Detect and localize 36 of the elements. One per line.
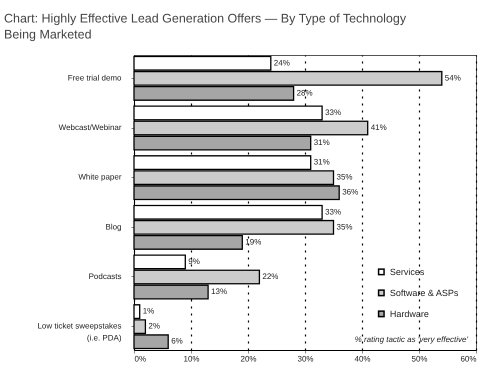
data-label: 2%: [148, 322, 160, 331]
data-label: 33%: [325, 207, 342, 216]
y-tick-label: Webcast/Webinar: [58, 123, 122, 132]
x-tick-label: 60%: [460, 354, 476, 364]
data-label: 54%: [444, 73, 461, 82]
data-label: 35%: [336, 172, 353, 182]
y-tick-label: White paper: [78, 172, 122, 182]
x-tick-label: 0%: [134, 354, 146, 364]
data-label: 24%: [274, 58, 290, 68]
x-tick-label: 10%: [183, 354, 200, 364]
data-label: 36%: [342, 188, 358, 197]
legend-label: Hardware: [390, 308, 429, 319]
data-label: 31%: [314, 138, 330, 148]
data-label: 9%: [188, 256, 200, 266]
y-tick-label: Blog: [105, 222, 122, 232]
y-tick-label: Free trial demo: [68, 73, 122, 82]
legend-label: Services: [390, 266, 425, 277]
x-tick-label: 30%: [297, 354, 314, 364]
data-label: 22%: [262, 272, 278, 281]
y-tick-label: Podcasts: [88, 272, 122, 281]
data-label: 41%: [370, 123, 387, 132]
data-label: 35%: [336, 222, 353, 232]
x-tick-label: 50%: [411, 354, 428, 364]
legend-label: Software & ASPs: [390, 288, 459, 298]
data-label: 31%: [314, 158, 330, 167]
data-label: 6%: [171, 336, 183, 346]
data-label: 33%: [325, 108, 342, 117]
y-tick-label: Low ticket sweepstakes (i.e. PDA): [37, 322, 122, 343]
data-label: 1%: [142, 306, 154, 316]
data-label: 28%: [296, 88, 313, 98]
x-tick-label: 20%: [240, 354, 257, 364]
chart-title: Chart: Highly Effective Lead Generation Offers — By Type of Technology Being Marketed: [4, 12, 407, 42]
x-tick-label: 40%: [354, 354, 371, 364]
data-label: 13%: [211, 287, 228, 296]
annotation: % rating tactic as 'very effective': [354, 335, 468, 344]
data-label: 19%: [245, 237, 262, 246]
